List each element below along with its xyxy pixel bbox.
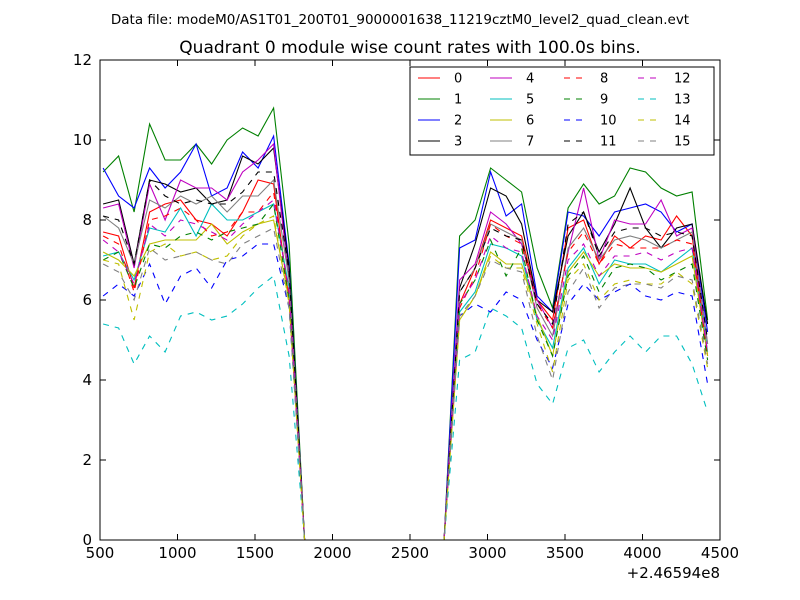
legend-label-15: 15 [674, 135, 691, 150]
y-tick-label: 4 [82, 371, 92, 389]
x-tick-label: 2000 [313, 544, 351, 562]
plot-frame [99, 59, 721, 541]
chart-title: Quadrant 0 module wise count rates with … [179, 38, 640, 58]
legend-frame [409, 66, 715, 156]
x-offset-label: +2.46594e8 [627, 564, 720, 582]
legend-label-8: 8 [600, 72, 608, 87]
legend-label-11: 11 [600, 135, 617, 150]
y-tick-label: 6 [82, 291, 92, 309]
y-tick-label: 10 [73, 131, 92, 149]
legend-label-13: 13 [674, 93, 691, 108]
legend-label-9: 9 [600, 93, 608, 108]
legend-label-2: 2 [454, 114, 462, 129]
series-line-14 [102, 215, 709, 541]
x-tick-label: 1500 [236, 544, 274, 562]
legend-label-4: 4 [526, 72, 534, 87]
x-tick-label: 2500 [391, 544, 429, 562]
x-tick-label: 4000 [623, 544, 661, 562]
legend-label-1: 1 [454, 93, 462, 108]
series-line-11 [102, 171, 709, 541]
figure-suptitle: Data file: modeM0/AS1T01_200T01_90000016… [111, 12, 689, 28]
y-tick-label: 8 [82, 211, 92, 229]
legend-label-12: 12 [674, 72, 691, 87]
x-tick-label: 1000 [158, 544, 196, 562]
legend-label-0: 0 [454, 72, 462, 87]
legend-label-14: 14 [674, 114, 691, 129]
x-tick-label: 500 [86, 544, 115, 562]
x-tick-label: 4500 [701, 544, 739, 562]
legend-label-7: 7 [526, 135, 534, 150]
legend-label-3: 3 [454, 135, 462, 150]
y-tick-label: 0 [82, 531, 92, 549]
legend-label-5: 5 [526, 93, 534, 108]
y-tick-label: 2 [82, 451, 92, 469]
y-tick-label: 12 [73, 51, 92, 69]
legend-label-6: 6 [526, 114, 534, 129]
ticks-layer: 500 1000 1500 2000 2500 3000 3500 4000 4500 0 2 4 6 8… [73, 51, 739, 562]
legend-label-10: 10 [600, 114, 617, 129]
x-tick-label: 3500 [546, 544, 584, 562]
x-tick-label: 3000 [468, 544, 506, 562]
